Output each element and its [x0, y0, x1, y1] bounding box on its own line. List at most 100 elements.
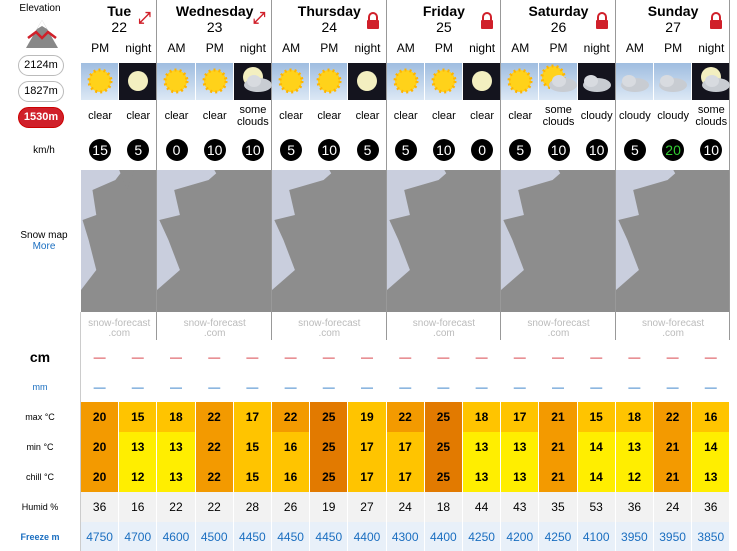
day-name: Thursday	[297, 3, 361, 19]
period-label: AM	[282, 41, 301, 55]
period-label: night	[583, 41, 610, 55]
wind-circle: 10	[432, 139, 455, 161]
cell-chill: 25	[424, 462, 463, 492]
expand-icon[interactable]: ⤢	[252, 10, 266, 27]
weather-text: some clouds	[542, 104, 575, 128]
cell-freeze: 4750	[81, 522, 120, 551]
day-column-border	[729, 0, 731, 340]
cell-freeze: 3950	[615, 522, 654, 551]
cell-humid: 24	[386, 492, 425, 522]
day-name: Wednesday	[175, 3, 254, 19]
watermark: snow-forecast	[88, 318, 151, 329]
cell-min: 20	[81, 432, 120, 462]
weather-icon	[310, 63, 348, 100]
cell-freeze: 4400	[424, 522, 463, 551]
cell-rain: —	[577, 372, 616, 402]
snow-map	[501, 170, 615, 312]
wind-circle: 10	[700, 139, 723, 161]
wind-circle: 0	[471, 139, 494, 161]
cell-chill: 25	[310, 462, 349, 492]
lock-icon	[365, 12, 381, 30]
map-land	[386, 170, 501, 312]
cell-max: 15	[119, 402, 158, 432]
wind-circle: 20	[662, 139, 685, 161]
cell-chill: 16	[272, 462, 311, 492]
weather-icon	[577, 63, 615, 100]
cell-snow: —	[310, 342, 349, 372]
cell-max: 18	[615, 402, 654, 432]
cell-rain: —	[81, 372, 120, 402]
map-land	[501, 170, 615, 312]
cell-humid: 19	[310, 492, 349, 522]
cell-max: 18	[463, 402, 502, 432]
cell-rain: —	[157, 372, 196, 402]
cell-snow: —	[654, 342, 693, 372]
period-label: PM	[549, 41, 568, 55]
day-name: Tue	[107, 3, 132, 19]
more-link[interactable]: More	[32, 241, 56, 252]
cell-snow: —	[463, 342, 502, 372]
day-date: 24	[321, 19, 338, 35]
cell-chill: 13	[463, 462, 502, 492]
cell-rain: —	[539, 372, 578, 402]
elevation-label: Elevation	[19, 3, 61, 14]
cell-humid: 22	[195, 492, 234, 522]
weather-icon	[615, 63, 653, 100]
cell-freeze: 4700	[119, 522, 158, 551]
day-name: Sunday	[647, 3, 699, 19]
lock-icon	[479, 12, 495, 30]
wind-circle: 0	[165, 139, 188, 161]
weather-icon	[692, 63, 731, 100]
snow-map	[272, 170, 386, 312]
weather-text: clear	[317, 110, 342, 122]
period-label: AM	[511, 41, 530, 55]
row-label: chill °C	[25, 472, 55, 482]
period-label: night	[469, 41, 496, 55]
watermark: .com	[318, 328, 341, 339]
cell-freeze: 3850	[692, 522, 731, 551]
expand-icon[interactable]: ⤢	[137, 10, 151, 27]
day-date: 25	[436, 19, 452, 35]
cell-freeze: 4200	[501, 522, 540, 551]
cell-chill: 12	[615, 462, 654, 492]
weather-text: clear	[279, 110, 304, 122]
cell-snow: —	[577, 342, 616, 372]
cell-humid: 43	[501, 492, 540, 522]
cell-rain: —	[195, 372, 234, 402]
cell-min: 21	[539, 432, 578, 462]
cell-chill: 13	[692, 462, 731, 492]
cell-rain: —	[386, 372, 425, 402]
weather-icon	[157, 63, 195, 100]
cell-humid: 36	[692, 492, 731, 522]
elevation-button[interactable]: 1827m	[18, 81, 64, 102]
cell-rain: —	[615, 372, 654, 402]
cell-rain: —	[654, 372, 693, 402]
cell-min: 25	[310, 432, 349, 462]
cell-max: 25	[424, 402, 463, 432]
period-label: AM	[167, 41, 186, 55]
period-label: night	[239, 41, 266, 55]
watermark: .com	[547, 328, 570, 339]
cell-snow: —	[119, 342, 158, 372]
cell-rain: —	[348, 372, 387, 402]
cell-freeze: 4100	[577, 522, 616, 551]
map-land	[272, 170, 386, 312]
elevation-button[interactable]: 1530m	[18, 107, 64, 128]
cell-min: 17	[348, 432, 387, 462]
wind-circle: 10	[203, 139, 226, 161]
mountain-icon	[26, 20, 58, 48]
cell-snow: —	[539, 342, 578, 372]
sidebar-border	[80, 312, 81, 551]
cell-min: 22	[195, 432, 234, 462]
watermark: .com	[433, 328, 455, 339]
elevation-button[interactable]: 2124m	[18, 55, 64, 76]
weather-icon	[195, 63, 233, 100]
weather-text: clear	[355, 110, 380, 122]
cell-rain: —	[310, 372, 349, 402]
cell-freeze: 4450	[233, 522, 272, 551]
lock-icon	[708, 12, 724, 30]
day-column-border	[500, 0, 502, 340]
weather-text: cloudy	[657, 110, 689, 122]
cell-humid: 53	[577, 492, 616, 522]
